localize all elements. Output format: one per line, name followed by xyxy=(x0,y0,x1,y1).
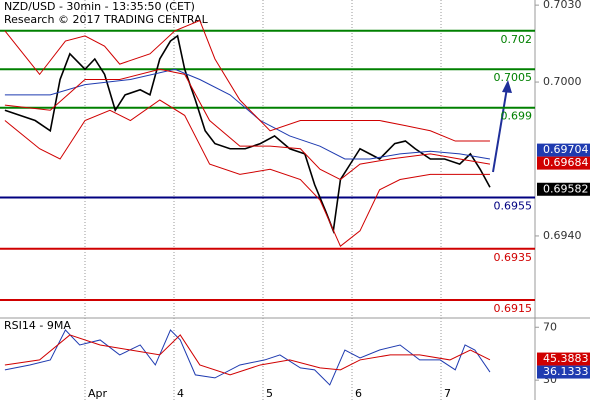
price-marker xyxy=(537,365,590,379)
series-line xyxy=(4,334,491,376)
y-tick-label: 0.7030 xyxy=(543,0,582,11)
series-line xyxy=(4,68,491,160)
series-line xyxy=(4,68,491,181)
price-marker xyxy=(537,182,590,196)
y-tick-label: 0.7000 xyxy=(543,75,582,88)
price-marker xyxy=(537,143,590,157)
series-line xyxy=(4,19,490,142)
rsi-title: RSI14 - 9MA xyxy=(4,319,71,332)
series-line xyxy=(4,99,490,247)
x-tick-label: 5 xyxy=(266,387,273,400)
level-label: 0.7005 xyxy=(494,71,533,84)
chart-subtitle: Research © 2017 TRADING CENTRAL xyxy=(4,13,209,26)
x-tick-label: Apr xyxy=(88,387,108,400)
level-label: 0.699 xyxy=(501,110,533,123)
level-label: 0.6955 xyxy=(494,199,533,212)
price-marker-label: 45.3883 xyxy=(543,352,589,365)
price-marker-label: 0.69704 xyxy=(543,143,589,156)
price-marker-label: 36.1333 xyxy=(543,365,589,378)
price-marker-label: 0.69582 xyxy=(543,182,589,195)
series-line xyxy=(4,329,491,386)
price-marker xyxy=(537,156,590,170)
x-tick-label: 4 xyxy=(177,387,184,400)
arrow xyxy=(492,80,512,173)
level-label: 0.6915 xyxy=(494,302,533,315)
x-tick-label: 7 xyxy=(444,387,451,400)
level-label: 0.6935 xyxy=(494,251,533,264)
series-line xyxy=(4,34,491,234)
price-marker-label: 0.69684 xyxy=(543,156,589,169)
y-tick-label: 0.6940 xyxy=(543,229,582,242)
level-label: 0.702 xyxy=(501,33,533,46)
y-tick-label: 70 xyxy=(543,320,557,333)
price-marker xyxy=(537,352,590,366)
x-tick-label: 6 xyxy=(355,387,362,400)
chart-title: NZD/USD - 30min - 13:35:50 (CET) xyxy=(4,0,195,13)
